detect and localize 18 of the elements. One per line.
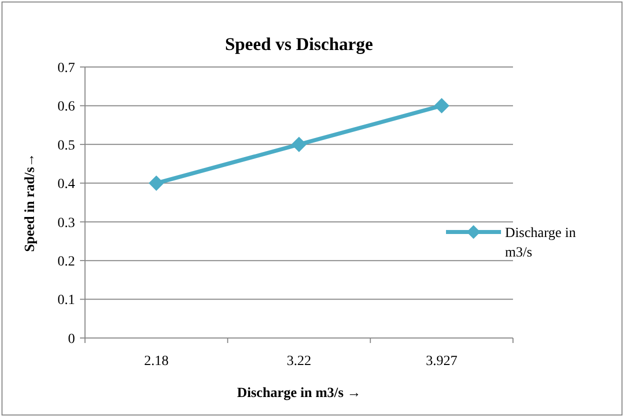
x-tick-label: 2.18 [144,354,169,369]
point [291,136,307,152]
y-tick-label: 0.4 [58,177,75,192]
y-tick-label: 0.7 [58,60,75,76]
y-tick-label: 0.2 [58,254,75,270]
point [148,175,164,191]
chart-title: Speed vs Discharge [225,34,374,54]
x-axis-title: Discharge in m3/s → [236,386,362,401]
y-tick-label: 0.6 [58,100,75,115]
y-axis-title: Speed in rad/s→ [23,153,38,252]
y-tick-label: 0 [68,332,75,347]
x-tick-label: 3.927 [426,354,458,369]
legend-label: Discharge in m3/s [505,226,576,260]
x-tick-label: 3.22 [286,354,312,369]
y-tick-label: 0.3 [58,216,75,231]
point [434,98,450,114]
y-tick-label: 0.1 [58,293,75,308]
y-tick-label: 0.5 [58,138,75,154]
